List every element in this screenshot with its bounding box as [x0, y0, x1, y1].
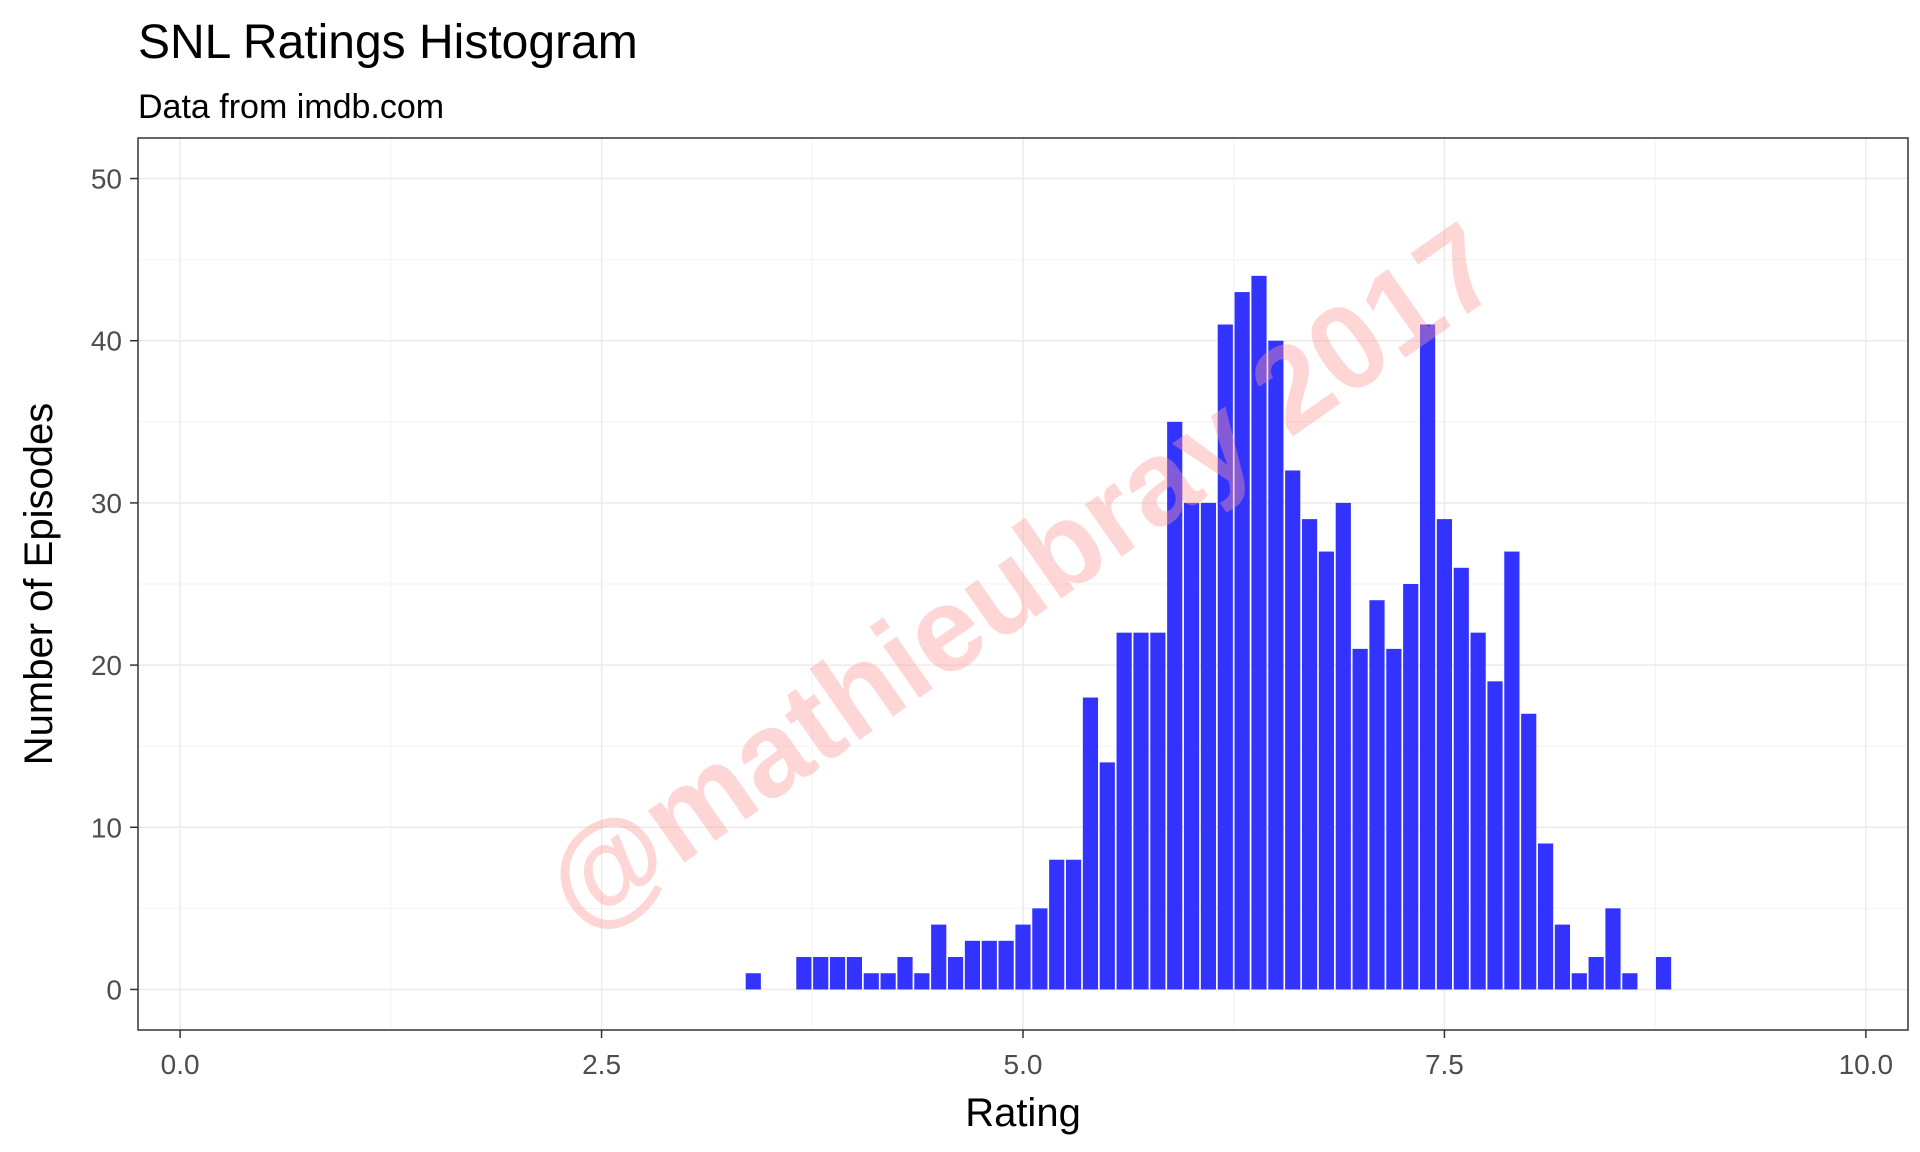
histogram-bar	[813, 957, 829, 990]
histogram-bar	[1369, 600, 1385, 990]
histogram-bar	[947, 957, 964, 990]
histogram-bar	[1554, 924, 1571, 990]
histogram-bar	[1571, 973, 1587, 990]
histogram-bar	[1403, 584, 1419, 990]
histogram-bar	[981, 940, 997, 990]
histogram-bar	[1622, 973, 1638, 990]
chart-title: SNL Ratings Histogram	[138, 16, 638, 69]
histogram-bar	[863, 973, 879, 990]
histogram-bar	[1099, 762, 1115, 990]
histogram-bar	[1352, 648, 1368, 990]
histogram-bar	[1217, 324, 1233, 990]
histogram-bar	[1470, 632, 1486, 990]
histogram-bar	[1116, 632, 1132, 990]
bars	[745, 275, 1672, 990]
y-tick-label: 20	[91, 650, 122, 681]
histogram-bar	[1082, 697, 1099, 990]
x-tick-label: 0.0	[161, 1049, 200, 1080]
histogram-bar	[1032, 908, 1048, 990]
y-tick-label: 0	[106, 974, 122, 1005]
chart-subtitle: Data from imdb.com	[138, 88, 444, 126]
histogram-bar	[1419, 324, 1436, 990]
histogram-bar	[914, 973, 930, 990]
y-tick-label: 50	[91, 164, 122, 195]
histogram-bar	[1335, 502, 1351, 990]
histogram-bar	[1133, 632, 1149, 990]
histogram-bar	[1655, 957, 1672, 990]
histogram-bar	[1015, 924, 1031, 990]
histogram-bar	[745, 973, 761, 990]
histogram-bar	[1285, 470, 1301, 990]
histogram-bar	[829, 957, 846, 990]
histogram-bar	[1065, 859, 1082, 990]
histogram-bar	[1251, 275, 1267, 990]
histogram-bar	[1183, 502, 1200, 990]
histogram-bar	[1301, 519, 1318, 990]
histogram-bar	[846, 957, 863, 990]
histogram-bar	[931, 924, 947, 990]
histogram-bar	[1588, 957, 1604, 990]
histogram-bar	[1318, 551, 1335, 990]
axis-ticks: 0.0 2.5 5.0 7.5 10.0 0 10 20 30 40 50	[91, 164, 1893, 1080]
x-tick-label: 5.0	[1004, 1049, 1043, 1080]
histogram-bar	[1268, 340, 1284, 990]
histogram-bar	[897, 957, 913, 990]
histogram-bar	[1167, 421, 1183, 990]
histogram-bar	[998, 940, 1014, 990]
y-axis-title: Number of Episodes	[17, 403, 61, 765]
histogram-bar	[1521, 713, 1537, 990]
x-axis-title: Rating	[965, 1091, 1081, 1135]
y-tick-label: 30	[91, 488, 122, 519]
histogram-bar	[1605, 908, 1621, 990]
histogram-bar	[1436, 519, 1453, 990]
histogram-bar	[796, 957, 812, 990]
x-tick-label: 10.0	[1839, 1049, 1894, 1080]
histogram-bar	[964, 940, 981, 990]
histogram-bar	[1386, 648, 1402, 990]
x-tick-label: 7.5	[1425, 1049, 1464, 1080]
histogram-bar	[1537, 843, 1554, 990]
histogram-bar	[1049, 859, 1065, 990]
histogram-bar	[880, 973, 896, 990]
histogram-bar	[1504, 551, 1520, 990]
y-tick-label: 40	[91, 326, 122, 357]
y-tick-label: 10	[91, 812, 122, 843]
x-tick-label: 2.5	[582, 1049, 621, 1080]
histogram-bar	[1200, 502, 1217, 990]
histogram-bar	[1234, 292, 1250, 990]
histogram-bar	[1150, 632, 1166, 990]
histogram-bar	[1487, 681, 1503, 990]
histogram-bar	[1453, 567, 1469, 990]
